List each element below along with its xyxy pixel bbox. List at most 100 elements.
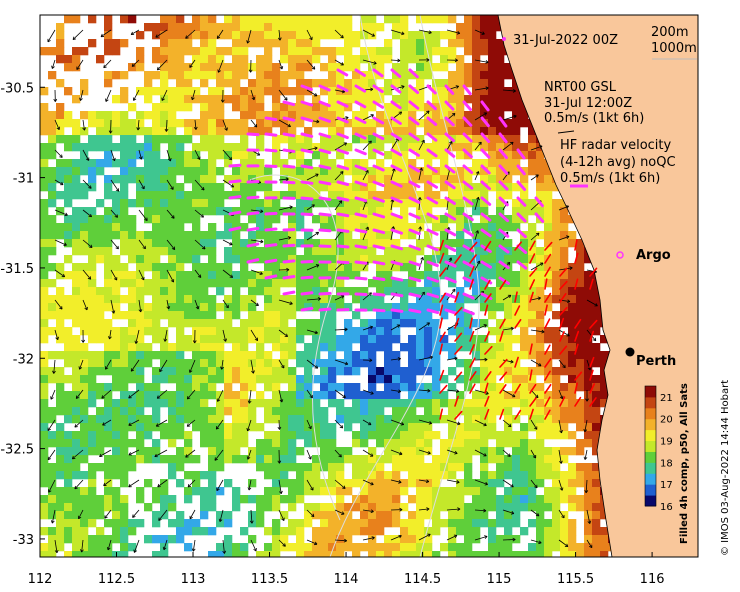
sst-cell [440, 231, 449, 240]
sst-cell [264, 455, 273, 464]
sst-cell [552, 399, 561, 408]
sst-cell [520, 383, 529, 392]
sst-cell [352, 367, 361, 376]
sst-cell [592, 511, 601, 520]
sst-cell [224, 63, 233, 72]
sst-cell [160, 343, 169, 352]
sst-cell [128, 343, 137, 352]
sst-cell [104, 519, 113, 528]
sst-cell [528, 463, 537, 472]
sst-cell [360, 399, 369, 408]
sst-cell [400, 431, 409, 440]
sst-cell [104, 327, 113, 336]
sst-cell [600, 399, 609, 408]
sst-cell [192, 335, 201, 344]
sst-cell [536, 335, 545, 344]
sst-cell [528, 287, 537, 296]
sst-cell [504, 95, 513, 104]
velocity-arrow [54, 239, 67, 246]
sst-cell [72, 431, 81, 440]
sst-cell [352, 519, 361, 528]
sst-cell [88, 39, 97, 48]
sst-cell [112, 71, 121, 80]
velocity-arrow [128, 449, 140, 456]
sst-cell [408, 159, 417, 168]
sst-cell [456, 335, 465, 344]
sst-cell [112, 191, 121, 200]
sst-cell [216, 207, 225, 216]
sst-cell [296, 471, 305, 480]
sst-cell [368, 199, 377, 208]
sst-cell [456, 263, 465, 272]
sst-cell [184, 471, 193, 480]
gsl-vector [354, 228, 368, 234]
hf-vector [544, 292, 552, 303]
sst-cell [264, 39, 273, 48]
sst-cell [536, 287, 545, 296]
sst-cell [328, 47, 337, 56]
sst-cell [376, 167, 385, 176]
sst-cell [472, 343, 481, 352]
sst-cell [584, 391, 593, 400]
sst-cell [400, 119, 409, 128]
sst-cell [368, 207, 377, 216]
sst-cell [448, 495, 457, 504]
sst-cell [120, 15, 129, 24]
gsl-vector [336, 260, 350, 265]
sst-cell [504, 511, 513, 520]
sst-cell [64, 167, 73, 176]
sst-cell [152, 175, 161, 184]
sst-cell [496, 359, 505, 368]
sst-cell [552, 199, 561, 208]
sst-cell [464, 199, 473, 208]
sst-cell [192, 239, 201, 248]
sst-cell [152, 519, 161, 528]
sst-cell [544, 215, 553, 224]
sst-cell [128, 375, 137, 384]
sst-cell [96, 511, 105, 520]
sst-cell [504, 103, 513, 112]
sst-cell [456, 551, 465, 557]
sst-cell [296, 335, 305, 344]
sst-cell [376, 343, 385, 352]
hf-vector [439, 408, 444, 420]
sst-cell [40, 159, 49, 168]
sst-cell [56, 351, 65, 360]
sst-cell [560, 351, 569, 360]
sst-cell [80, 215, 89, 224]
sst-cell [448, 447, 457, 456]
sst-cell [408, 87, 417, 96]
sst-cell [360, 247, 369, 256]
sst-cell [488, 551, 497, 557]
colorbar-tick-label: 17 [660, 480, 673, 491]
sst-cell [168, 31, 177, 40]
sst-cell [464, 47, 473, 56]
sst-cell [464, 191, 473, 200]
gsl-vector [498, 196, 509, 207]
sst-cell [136, 343, 145, 352]
sst-cell [56, 119, 65, 128]
sst-cell [352, 503, 361, 512]
sst-cell [248, 535, 257, 544]
sst-cell [496, 495, 505, 504]
sst-cell [88, 119, 97, 128]
sst-cell [64, 487, 73, 496]
sst-cell [568, 495, 577, 504]
sst-cell [40, 407, 49, 416]
sst-cell [72, 359, 81, 368]
sst-cell [184, 487, 193, 496]
sst-cell [192, 423, 201, 432]
sst-cell [472, 247, 481, 256]
sst-cell [536, 415, 545, 424]
sst-cell [440, 47, 449, 56]
sst-cell [416, 31, 425, 40]
sst-cell [536, 431, 545, 440]
sst-cell [480, 487, 489, 496]
sst-cell [376, 399, 385, 408]
velocity-arrow [306, 146, 318, 151]
sst-cell [504, 423, 513, 432]
sst-cell [480, 199, 489, 208]
sst-cell [400, 263, 409, 272]
sst-cell [200, 391, 209, 400]
sst-cell [112, 271, 121, 280]
